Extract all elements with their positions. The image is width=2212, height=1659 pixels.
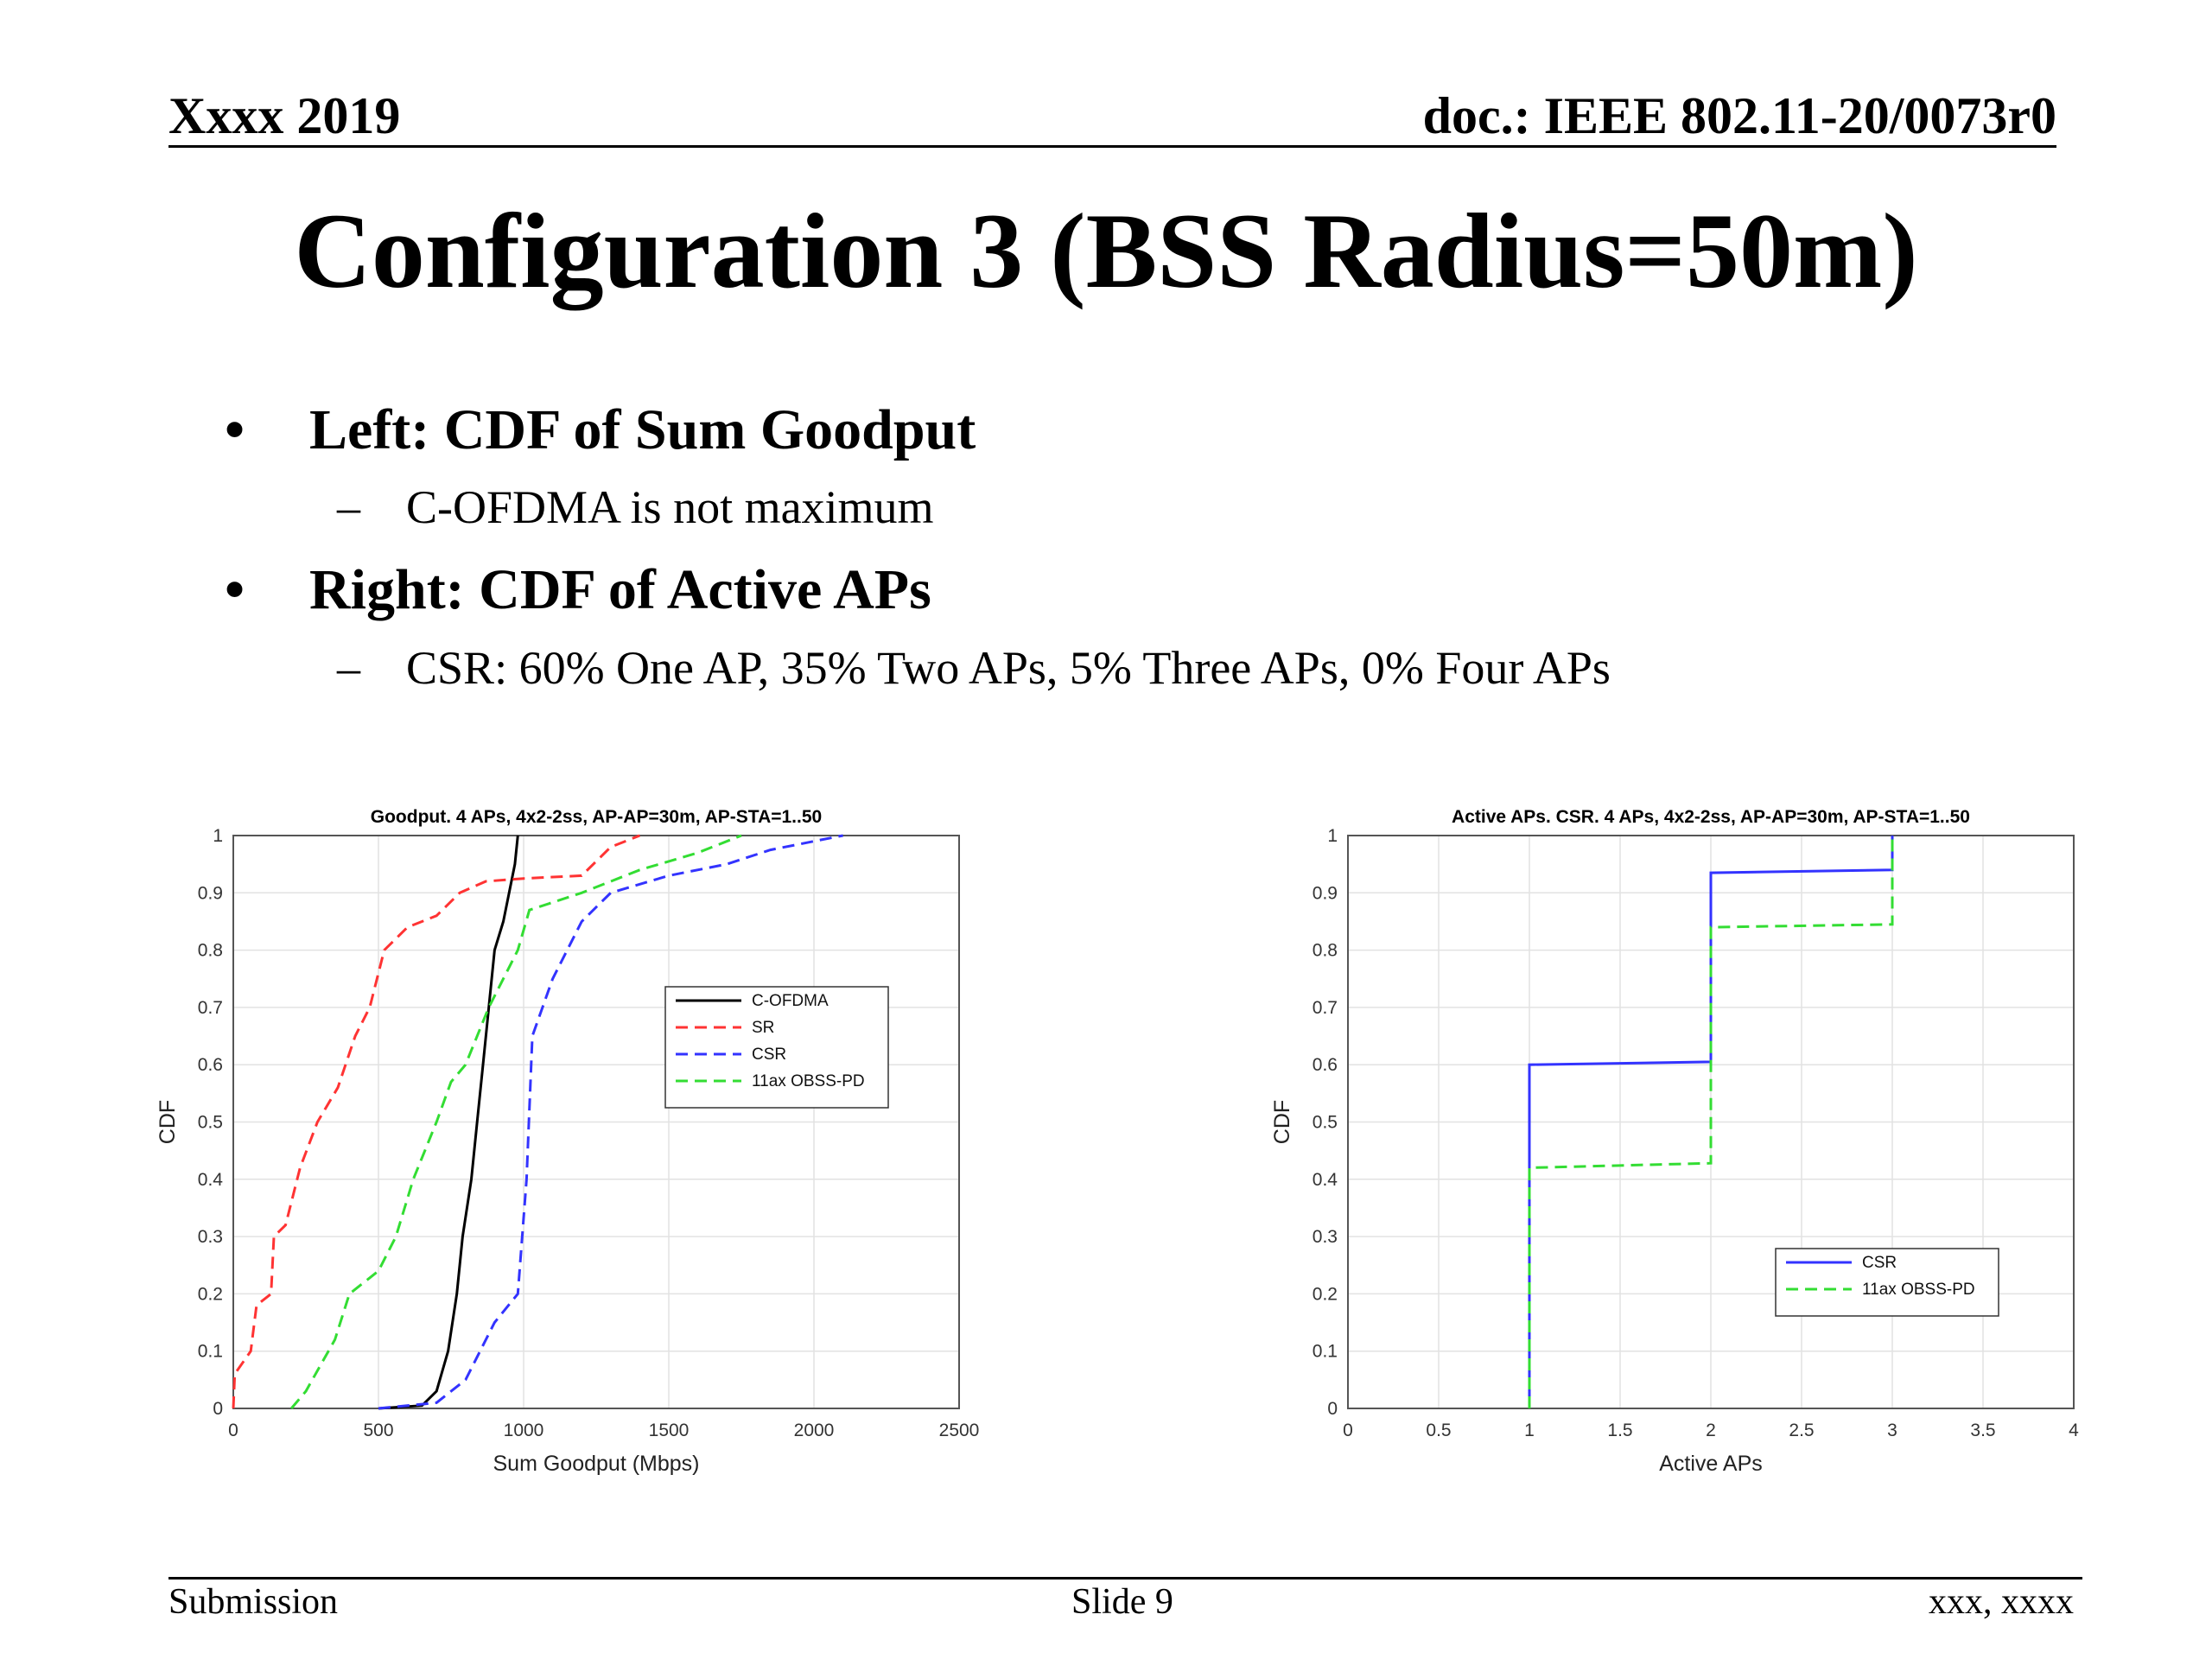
sub-bullet-1: – C-OFDMA is not maximum <box>337 480 934 534</box>
bullet-2: • Right: CDF of Active APs <box>225 557 931 623</box>
y-tick-label: 0.4 <box>1313 1170 1338 1190</box>
y-tick-label: 0.7 <box>1313 998 1338 1018</box>
sub-bullet-2-text: CSR: 60% One AP, 35% Two APs, 5% Three A… <box>406 642 1611 694</box>
y-tick-label: 0.3 <box>198 1227 223 1247</box>
x-tick-label: 4 <box>2069 1421 2079 1440</box>
active-aps-cdf-chart: Active APs. CSR. 4 APs, 4x2-2ss, AP-AP=3… <box>1270 807 2079 1476</box>
y-tick-label: 0.9 <box>1313 883 1338 903</box>
y-tick-label: 0.9 <box>198 883 223 903</box>
goodput-cdf-chart: Goodput. 4 APs, 4x2-2ss, AP-AP=30m, AP-S… <box>156 807 980 1476</box>
x-tick-label: 1500 <box>649 1421 690 1440</box>
y-tick-label: 0.5 <box>1313 1113 1338 1133</box>
plot-frame <box>232 835 960 1409</box>
footer-slide-number: Slide 9 <box>1071 1582 1173 1622</box>
y-tick-label: 0.6 <box>198 1055 223 1075</box>
series-line-sr <box>232 834 640 1409</box>
y-tick-label: 0.8 <box>198 941 223 961</box>
chart-title: Active APs. CSR. 4 APs, 4x2-2ss, AP-AP=3… <box>1452 807 1970 827</box>
y-tick-label: 0.1 <box>1313 1342 1338 1362</box>
plot-frame <box>1347 835 2075 1409</box>
y-tick-label: 1 <box>1327 826 1338 846</box>
x-tick-label: 0.5 <box>1426 1421 1451 1440</box>
header-doc-id: doc.: IEEE 802.11-20/0073r0 <box>1422 87 2056 144</box>
series-line-11ax-obss-pd <box>1528 836 1894 1408</box>
bullet-1: • Left: CDF of Sum Goodput <box>225 397 976 463</box>
y-tick-label: 0.2 <box>198 1284 223 1304</box>
y-tick-label: 0 <box>213 1399 223 1419</box>
x-axis-label: Sum Goodput (Mbps) <box>493 1452 700 1476</box>
y-axis-label: CDF <box>156 1100 180 1144</box>
y-axis-label: CDF <box>1270 1100 1294 1144</box>
x-tick-label: 3 <box>1887 1421 1897 1440</box>
y-tick-label: 0.6 <box>1313 1055 1338 1075</box>
x-tick-label: 1000 <box>504 1421 544 1440</box>
y-tick-label: 0.4 <box>198 1170 224 1190</box>
sub-bullet-dash: – <box>337 481 360 533</box>
footer-submission: Submission <box>168 1582 339 1622</box>
footer-date: xxx, xxxx <box>1929 1582 2074 1622</box>
legend-label: 11ax OBSS-PD <box>752 1072 865 1090</box>
sub-bullet-2: – CSR: 60% One AP, 35% Two APs, 5% Three … <box>337 641 1611 695</box>
x-tick-label: 0 <box>228 1421 238 1440</box>
sub-bullet-dash: – <box>337 642 360 694</box>
legend-label: SR <box>752 1019 774 1037</box>
x-tick-label: 2 <box>1706 1421 1716 1440</box>
x-tick-label: 0 <box>1343 1421 1353 1440</box>
x-tick-label: 1.5 <box>1607 1421 1632 1440</box>
sub-bullet-1-text: C-OFDMA is not maximum <box>406 481 934 533</box>
x-tick-label: 2000 <box>794 1421 835 1440</box>
legend-box <box>1775 1248 1999 1317</box>
legend-label: 11ax OBSS-PD <box>1862 1281 1975 1299</box>
bullet-2-text: Right: CDF of Active APs <box>309 558 931 621</box>
y-tick-label: 0 <box>1327 1399 1338 1419</box>
header-date: Xxxx 2019 <box>168 87 401 144</box>
x-tick-label: 3.5 <box>1970 1421 1995 1440</box>
y-tick-label: 0.2 <box>1313 1284 1338 1304</box>
legend-box <box>664 986 889 1109</box>
y-tick-label: 0.7 <box>198 998 223 1018</box>
x-tick-label: 2.5 <box>1789 1421 1814 1440</box>
series-line-csr <box>378 834 843 1410</box>
legend-label: CSR <box>752 1046 786 1064</box>
footer-rule <box>168 1577 2082 1580</box>
slide-title: Configuration 3 (BSS Radius=50m) <box>294 192 1918 310</box>
x-tick-label: 2500 <box>939 1421 980 1440</box>
y-tick-label: 1 <box>213 826 223 846</box>
y-tick-label: 0.3 <box>1313 1227 1338 1247</box>
bullet-dot: • <box>225 398 245 461</box>
legend-label: CSR <box>1862 1254 1897 1272</box>
chart-title: Goodput. 4 APs, 4x2-2ss, AP-AP=30m, AP-S… <box>371 807 822 827</box>
x-tick-label: 1 <box>1524 1421 1535 1440</box>
bullet-dot: • <box>225 558 245 621</box>
y-tick-label: 0.1 <box>198 1342 223 1362</box>
x-axis-label: Active APs <box>1659 1452 1763 1476</box>
bullet-1-text: Left: CDF of Sum Goodput <box>309 398 976 461</box>
header-rule <box>168 145 2056 148</box>
x-tick-label: 500 <box>363 1421 393 1440</box>
y-tick-label: 0.8 <box>1313 941 1338 961</box>
y-tick-label: 0.5 <box>198 1113 223 1133</box>
legend-label: C-OFDMA <box>752 992 829 1010</box>
series-line-11ax-obss-pd <box>290 834 742 1409</box>
series-line-c-ofdma <box>378 835 519 1410</box>
